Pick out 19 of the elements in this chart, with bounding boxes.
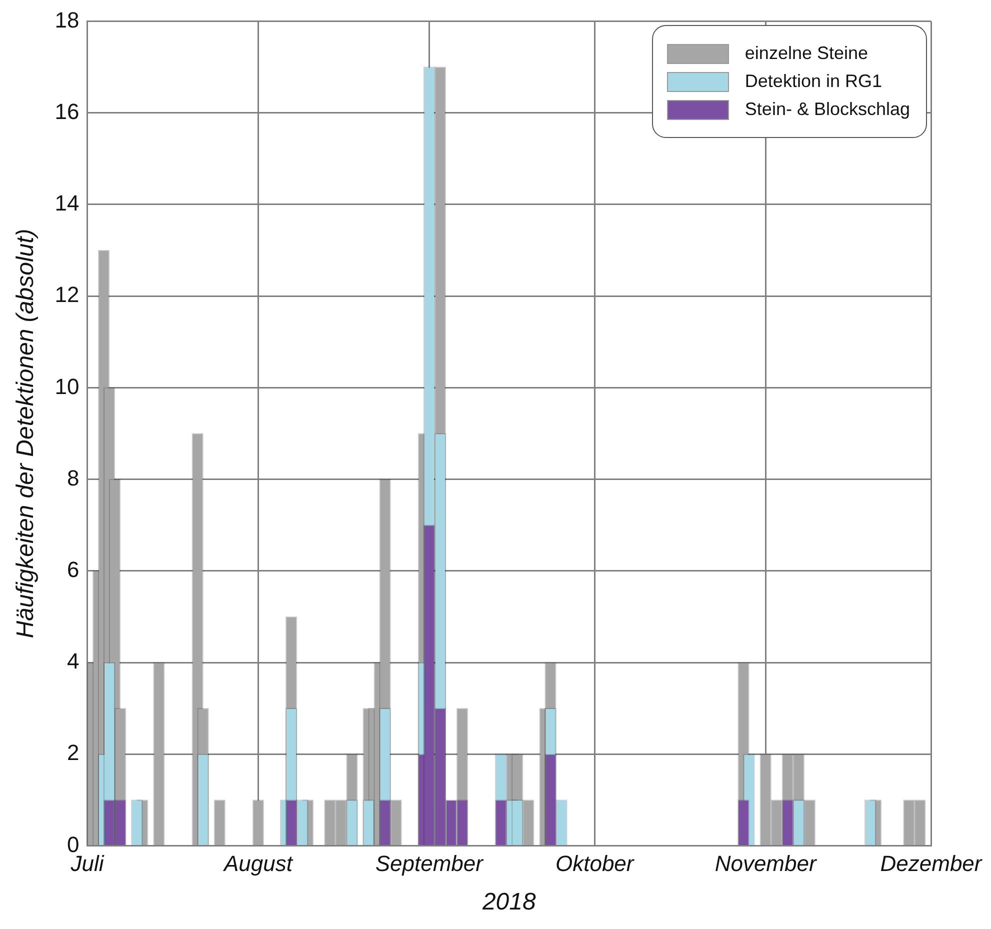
x-axis-title: 2018 [481,888,536,916]
y-axis-title: Häufigkeiten der Detektionen (absolut) [12,228,40,638]
x-tick-label: September [375,851,485,876]
y-tick-label: 2 [67,740,80,766]
x-tick-label: August [222,851,294,876]
y-tick-label: 16 [54,98,80,124]
x-tick-label: Dezember [880,851,984,876]
legend-label: Stein- & Blockschlag [744,99,910,120]
x-tick-label: November [714,851,818,876]
y-tick-label: 12 [54,282,80,308]
y-tick-label: 8 [67,465,80,490]
y-tick-label: 6 [67,556,80,582]
x-tick-label: Oktober [555,851,636,876]
legend-label: Detektion in RG1 [744,71,882,92]
y-tick-label: 10 [54,374,80,399]
legend-label: einzelne Steine [744,43,868,64]
y-tick-label: 14 [54,190,80,216]
y-tick-label: 4 [67,648,80,674]
y-tick-label: 18 [54,7,80,32]
